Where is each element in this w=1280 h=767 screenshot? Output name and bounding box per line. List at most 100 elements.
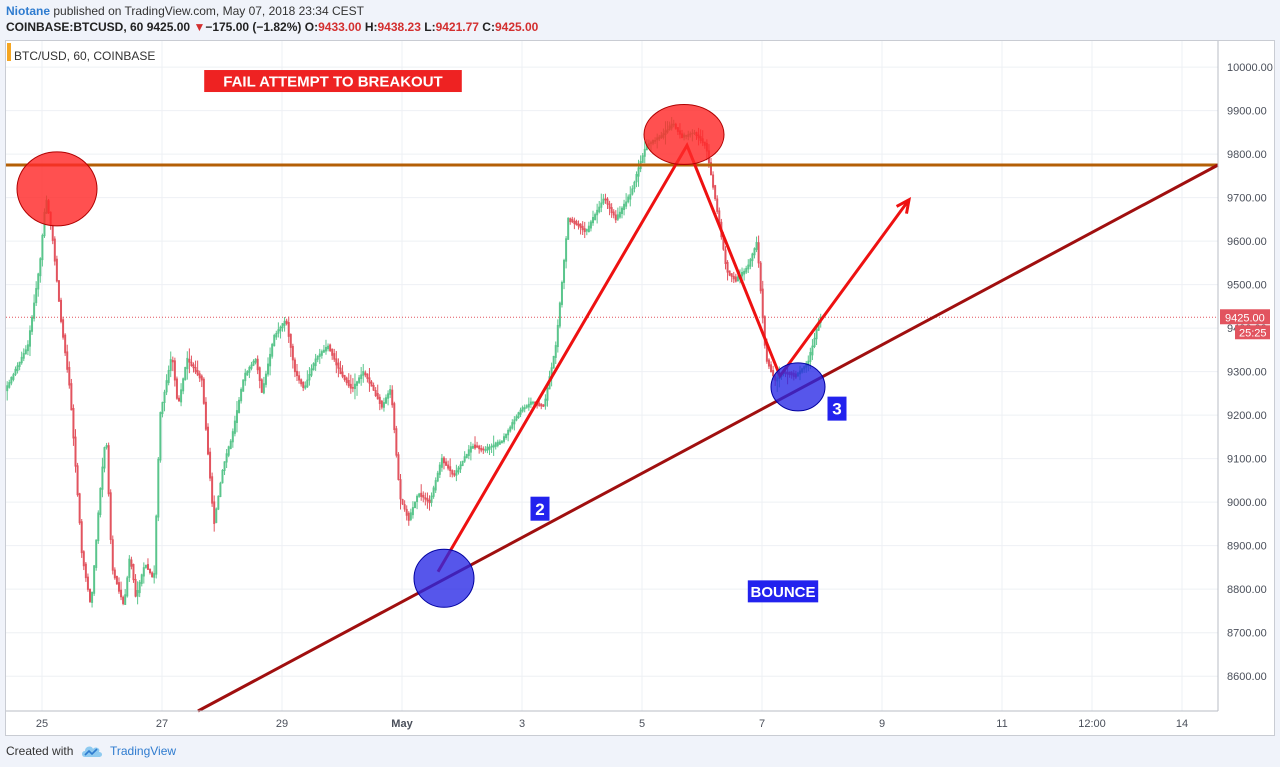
candle-body [227,446,230,456]
support-trendline [197,163,1219,713]
candle-body [741,271,744,277]
candle-body [124,594,127,605]
candle-body [633,181,636,189]
candle-body [418,493,421,497]
candle-body [233,420,236,434]
candle-body [579,223,582,228]
candle-body [353,383,356,390]
y-tick-label: 9700.00 [1227,193,1267,205]
candle-body [312,363,315,371]
candle-body [486,446,489,451]
price-chart[interactable]: FAIL ATTEMPT TO BREAKOUT 2 3 BOUNCE BTC/USD… [6,41,1274,735]
price-path-arrow [436,142,911,573]
candle-body [322,349,325,353]
candle-body [515,416,518,421]
candle-body [285,320,288,324]
candle-body [33,302,36,319]
candle-body [571,218,574,223]
candle-body [469,446,472,453]
tradingview-brand[interactable]: TradingView [110,744,177,758]
y-tick-label: 9900.00 [1227,106,1267,118]
candle-body [432,487,435,497]
candle-body [759,262,762,292]
candle-body [610,207,613,214]
candle-body [120,589,123,598]
candle-body [335,358,338,366]
candle-body [556,324,559,348]
legend-text: BTC/USD, 60, COINBASE [14,49,155,63]
candle-body [331,348,334,356]
candle-body [99,488,102,515]
candle-body [430,495,433,503]
candle-body [488,446,491,450]
y-tick-label: 9800.00 [1227,149,1267,161]
candle-body [745,267,748,273]
candle-body [130,559,133,567]
candle-body [751,253,754,262]
legend-marker [7,43,11,61]
candle-body [169,359,172,371]
candle-body [22,353,25,359]
candle-body [219,482,222,497]
candle-body [382,402,385,408]
candle-body [459,464,462,470]
candle-body [97,512,100,542]
candle-body [397,454,400,480]
candle-body [12,374,15,380]
candle-body [190,361,193,367]
candle-body [730,273,733,277]
candle-body [366,373,369,379]
candle-body [376,393,379,400]
label-background [747,580,819,603]
low-label: L: [424,20,436,34]
candle-body [105,445,108,448]
candle-body [314,358,317,367]
candle-body [70,383,73,411]
candle-body [546,387,549,401]
author-link[interactable]: Niotane [6,4,51,18]
y-tick-label: 8700.00 [1227,628,1267,640]
candle-body [757,242,760,264]
candle-body [461,460,464,467]
candle-body [500,440,503,444]
candle-body [347,379,350,387]
candle-body [716,198,719,212]
candle-body [281,323,284,329]
candle-body [765,342,768,362]
candle-body [598,206,601,213]
candle-body [35,288,38,304]
candle-body [426,498,429,502]
candle-body [623,203,626,210]
candle-body [157,458,160,518]
label-background [530,496,550,521]
candle-body [627,196,630,203]
candle-body [527,403,530,408]
candle-body [271,343,274,357]
candle-body [41,235,44,261]
candle-body [589,221,592,229]
candle-body [55,258,58,282]
candle-body [399,479,402,500]
candle-body [136,590,139,597]
candle-body [161,402,164,415]
label-background [827,396,847,421]
candle-body [474,444,477,449]
candle-body [264,373,267,385]
candle-body [345,377,348,384]
candle-body [163,391,166,403]
label-text: FAIL ATTEMPT TO BREAKOUT [223,73,442,90]
candle-body [550,367,553,379]
candle-body [620,207,623,214]
candle-body [341,371,344,377]
candle-body [521,407,524,412]
candle-body [378,396,381,404]
close-value: 9425.00 [494,20,539,34]
candle-body [372,384,375,391]
candle-body [254,358,257,363]
candle-body [39,258,42,277]
chart-panel[interactable]: FAIL ATTEMPT TO BREAKOUT 2 3 BOUNCE BTC/USD… [5,40,1275,736]
candle-body [86,576,89,590]
candle-body [364,372,367,376]
close-label: C: [482,20,495,34]
candle-body [453,473,456,476]
